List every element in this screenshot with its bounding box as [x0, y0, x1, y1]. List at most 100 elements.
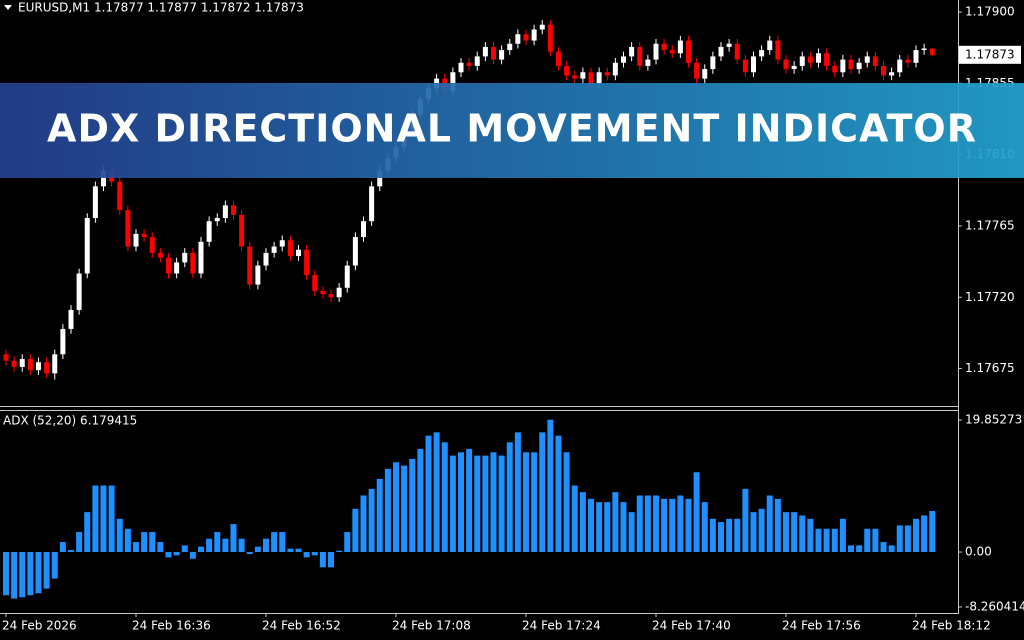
adx-bar — [734, 518, 741, 553]
banner-background — [0, 83, 1024, 178]
adx-bar — [271, 532, 278, 553]
adx-bar — [742, 488, 749, 553]
candle-body — [271, 246, 277, 253]
candle-body — [710, 56, 716, 70]
adx-bar — [904, 525, 911, 553]
adx-bar — [839, 518, 846, 553]
y-tick-label: 0.00 — [965, 545, 992, 559]
adx-bar — [929, 510, 936, 553]
adx-bar — [198, 546, 204, 553]
adx-bar — [750, 512, 757, 553]
adx-bar — [344, 532, 351, 553]
adx-bar — [206, 538, 213, 553]
adx-bar — [336, 550, 343, 553]
candle-body — [621, 56, 626, 63]
candle-body — [872, 56, 878, 66]
x-tick-label: 24 Feb 16:52 — [262, 619, 341, 633]
candle-body — [531, 29, 537, 41]
candle-body — [482, 46, 488, 57]
candle-body — [231, 205, 236, 215]
adx-bar — [19, 552, 26, 598]
candle-body — [864, 56, 870, 63]
adx-bar — [133, 542, 139, 553]
candle-body — [718, 46, 724, 57]
adx-bar — [149, 532, 156, 553]
adx-bar — [921, 515, 928, 553]
candle-body — [68, 309, 74, 329]
adx-bar — [433, 432, 440, 553]
adx-bar — [880, 542, 887, 553]
candle-body — [856, 62, 862, 70]
adx-bar — [474, 455, 481, 553]
adx-bar — [11, 552, 18, 599]
candle-body — [198, 241, 204, 274]
candle-body — [832, 65, 838, 73]
candle-body — [149, 237, 155, 253]
candle-body — [905, 59, 911, 63]
candle-body — [222, 205, 228, 219]
adx-bar — [864, 528, 871, 553]
menu-arrow — [4, 5, 12, 10]
adx-bar — [856, 545, 863, 553]
candle-body — [686, 40, 691, 63]
adx-bar — [531, 452, 538, 553]
candle-body — [344, 265, 350, 288]
y-tick-label: 1.17900 — [965, 5, 1015, 19]
adx-bar — [661, 498, 668, 553]
candle-body — [572, 75, 578, 79]
adx-bar — [76, 532, 83, 553]
candle-body — [60, 328, 66, 355]
adx-bar — [384, 468, 391, 553]
adx-bar — [490, 452, 497, 553]
candle-body — [76, 273, 82, 310]
candle-body — [377, 170, 383, 187]
candle-body — [677, 40, 683, 54]
adx-bar — [644, 495, 651, 553]
candle-body — [36, 362, 41, 371]
adx-bar — [100, 485, 107, 553]
price-tag — [959, 45, 1021, 64]
x-tick-label: 24 Feb 18:12 — [912, 619, 991, 633]
x-tick-label: 24 Feb 17:08 — [392, 619, 471, 633]
candle-body — [52, 354, 58, 374]
candle-body — [3, 354, 9, 361]
adx-bar — [669, 498, 676, 553]
candle-body — [247, 246, 253, 285]
candle-body — [653, 43, 659, 60]
adx-bar — [726, 518, 733, 553]
candle-body — [206, 221, 212, 242]
candle-body — [157, 252, 163, 258]
candle-body — [799, 56, 805, 66]
adx-bar — [604, 502, 611, 553]
candle-body — [19, 359, 25, 367]
adx-bar — [766, 495, 773, 553]
adx-bar — [352, 508, 359, 553]
x-tick-label: 24 Feb 2026 — [2, 619, 77, 633]
candle-body — [491, 46, 496, 60]
adx-bar — [287, 548, 294, 553]
candle-body — [214, 218, 220, 222]
candle-body — [450, 72, 456, 92]
adx-bar — [636, 495, 643, 553]
adx-bar — [141, 532, 148, 553]
candle-body — [588, 72, 594, 84]
x-tick-label: 24 Feb 17:40 — [652, 619, 731, 633]
candle-body — [369, 186, 375, 222]
x-tick-label: 24 Feb 16:36 — [132, 619, 211, 633]
candle-body — [507, 43, 513, 51]
adx-bar — [295, 548, 302, 553]
candle-body — [44, 362, 50, 374]
adx-bar — [368, 488, 375, 553]
adx-bar — [653, 495, 659, 553]
candle-body — [759, 50, 765, 57]
candle-body — [726, 43, 732, 47]
adx-bar — [173, 552, 180, 556]
adx-bar — [376, 478, 383, 553]
candle-body — [751, 56, 756, 73]
adx-bar — [441, 442, 448, 553]
candle-body — [458, 62, 464, 73]
candle-body — [279, 240, 285, 247]
candle-body — [92, 186, 98, 219]
adx-bar — [872, 528, 879, 553]
adx-bar — [547, 419, 554, 553]
